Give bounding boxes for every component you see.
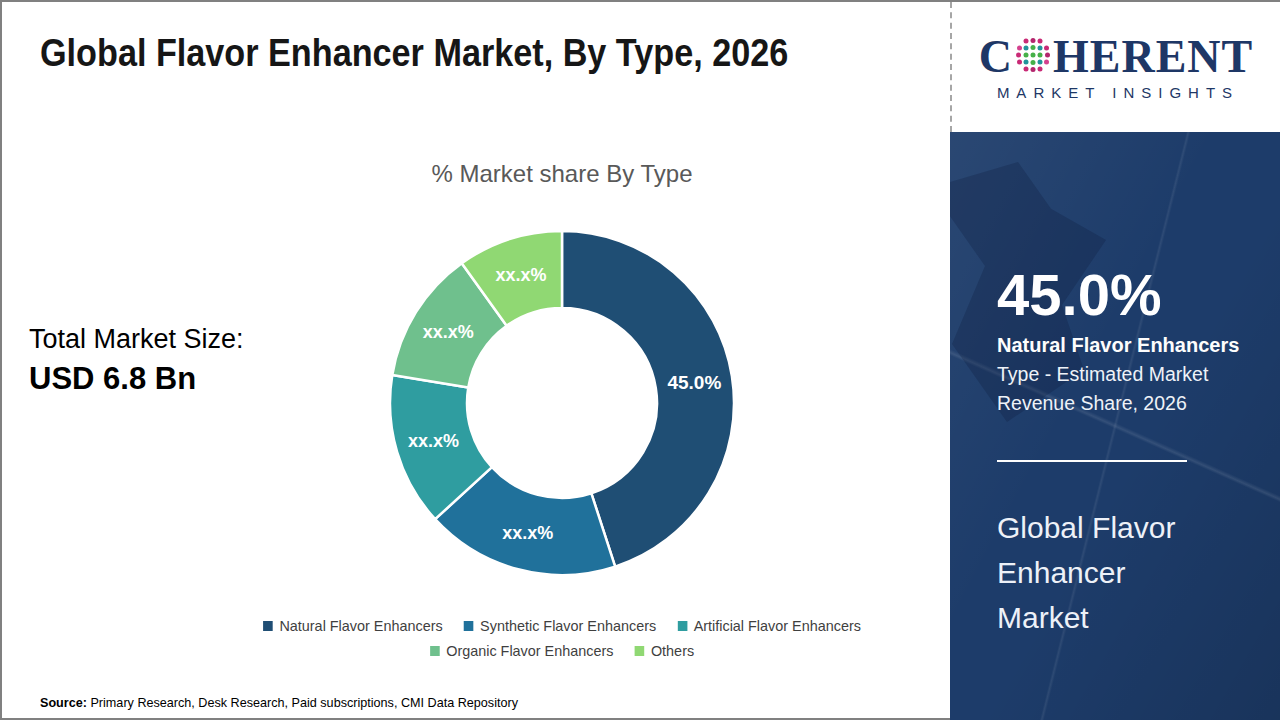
donut-segment-label: 45.0% <box>667 372 721 393</box>
legend-label: Artificial Flavor Enhancers <box>694 617 861 634</box>
page-title: Global Flavor Enhancer Market, By Type, … <box>40 32 788 75</box>
chart-title: % Market share By Type <box>432 160 693 188</box>
logo-letter-c: C <box>979 34 1013 80</box>
donut-segment-label: xx.x% <box>408 431 459 451</box>
sidebar: C HERENT MARKET INSIGHTS 45.0% Natural F… <box>950 2 1280 720</box>
legend-swatch-icon <box>677 621 687 631</box>
brand-logo: C HERENT MARKET INSIGHTS <box>950 2 1280 132</box>
legend-item: Others <box>635 642 695 659</box>
legend-row: Natural Flavor Enhancers Synthetic Flavor… <box>263 617 861 634</box>
legend-item: Synthetic Flavor Enhancers <box>464 617 656 634</box>
legend-swatch-icon <box>635 646 645 656</box>
chart-legend: Natural Flavor Enhancers Synthetic Flavor… <box>263 617 861 659</box>
legend-swatch-icon <box>263 621 273 631</box>
legend-row: Organic Flavor Enhancers Others <box>430 642 694 659</box>
legend-item: Artificial Flavor Enhancers <box>677 617 861 634</box>
legend-swatch-icon <box>464 621 474 631</box>
total-market-size-value: USD 6.8 Bn <box>29 361 244 397</box>
highlight-value: 45.0% <box>997 266 1250 324</box>
legend-label: Others <box>651 642 694 659</box>
highlight-label: Natural Flavor Enhancers <box>997 334 1250 357</box>
legend-item: Natural Flavor Enhancers <box>263 617 443 634</box>
infographic-page: Global Flavor Enhancer Market, By Type, … <box>0 0 1280 720</box>
report-title: Global Flavor Enhancer Market <box>997 505 1207 640</box>
donut-chart: 45.0% xx.x% xx.x% xx.x% xx.x% <box>372 213 752 593</box>
total-market-size: Total Market Size: USD 6.8 Bn <box>29 324 244 397</box>
donut-segment-label: xx.x% <box>502 523 553 543</box>
logo-wordmark: C HERENT <box>979 34 1254 80</box>
source-note: Source: Primary Research, Desk Research,… <box>40 695 518 710</box>
legend-label: Natural Flavor Enhancers <box>279 617 442 634</box>
donut-segment-label: xx.x% <box>423 322 474 342</box>
logo-wordmark-rest: HERENT <box>1053 34 1253 80</box>
legend-label: Synthetic Flavor Enhancers <box>480 617 656 634</box>
globe-dots-icon <box>1014 36 1052 74</box>
divider-line <box>997 460 1187 462</box>
sidebar-panel: 45.0% Natural Flavor Enhancers Type - Es… <box>950 132 1280 720</box>
legend-item: Organic Flavor Enhancers <box>430 642 614 659</box>
donut-segment-label: xx.x% <box>495 265 546 285</box>
legend-swatch-icon <box>430 646 440 656</box>
highlight-description: Type - Estimated Market Revenue Share, 2… <box>997 360 1242 418</box>
logo-subtitle: MARKET INSIGHTS <box>993 84 1239 101</box>
main-chart-area: Global Flavor Enhancer Market, By Type, … <box>2 2 950 718</box>
source-label: Source: <box>40 695 87 710</box>
total-market-size-label: Total Market Size: <box>29 324 244 355</box>
legend-label: Organic Flavor Enhancers <box>446 642 613 659</box>
source-text: Primary Research, Desk Research, Paid su… <box>87 695 518 710</box>
